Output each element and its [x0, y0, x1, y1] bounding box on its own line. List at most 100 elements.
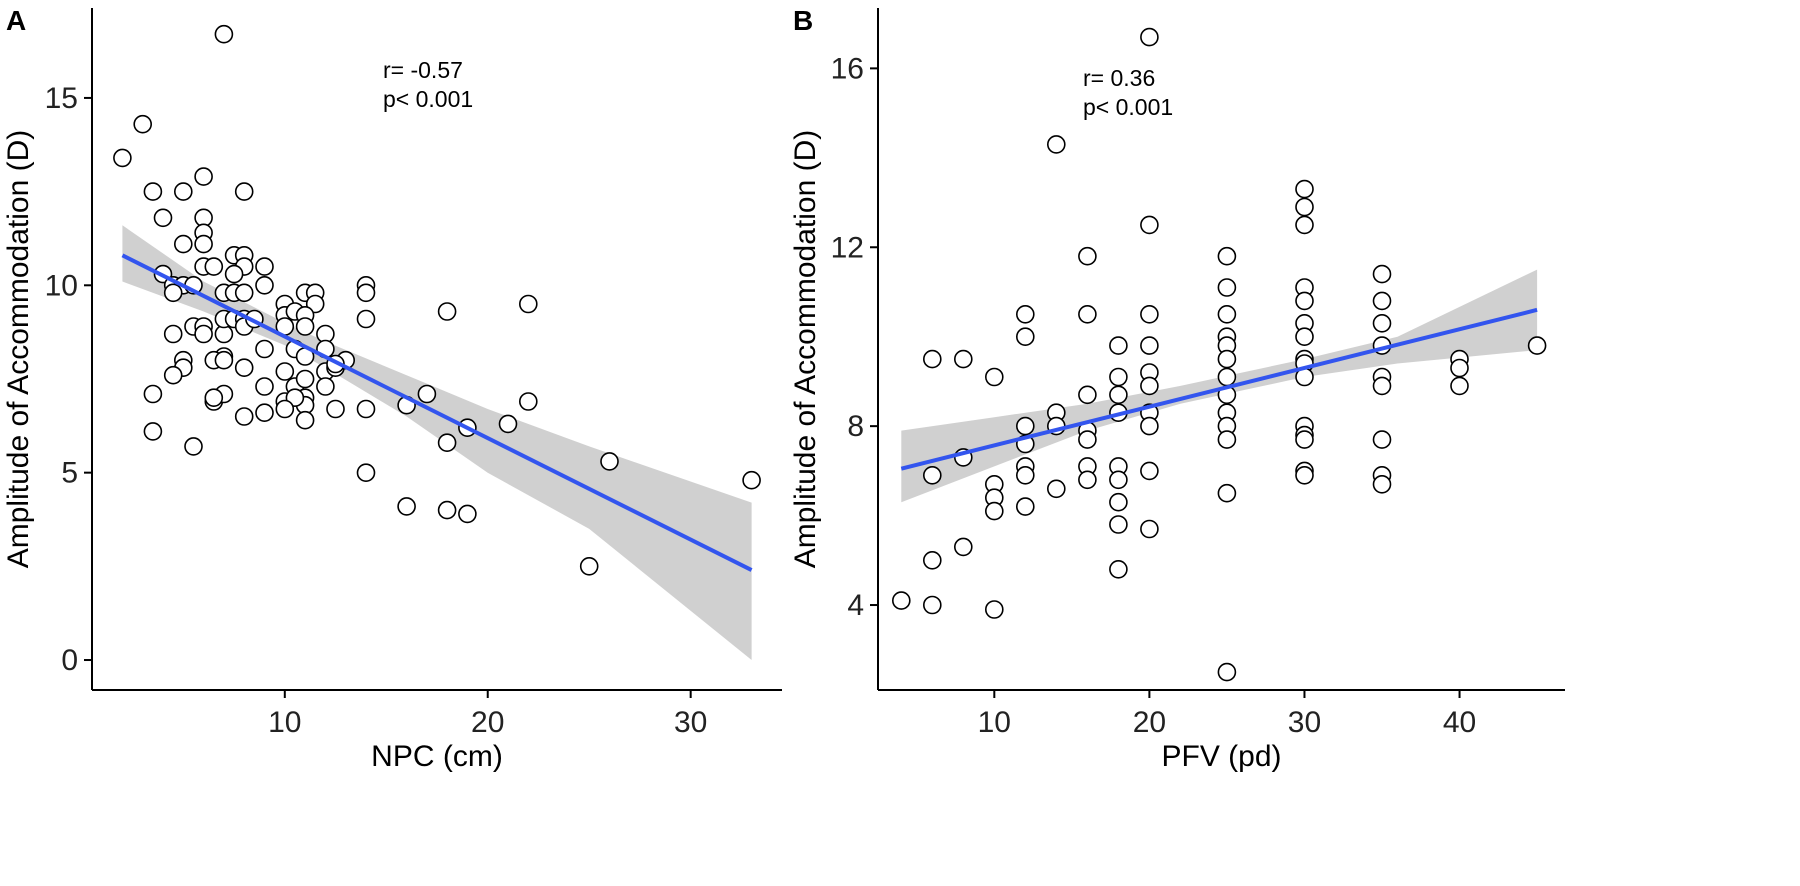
- data-point: [1217, 278, 1237, 297]
- y-tick-label: 8: [847, 410, 864, 443]
- data-point: [922, 349, 942, 369]
- data-point: [1109, 515, 1128, 534]
- data-point: [255, 377, 274, 396]
- data-point: [184, 437, 203, 456]
- x-tick-label: 40: [1443, 706, 1476, 739]
- data-point: [437, 500, 457, 520]
- data-point: [316, 377, 335, 396]
- data-point: [1078, 385, 1097, 405]
- data-point: [458, 504, 477, 524]
- data-point: [600, 452, 619, 471]
- data-point: [417, 384, 437, 404]
- x-axis-title: NPC (cm): [371, 740, 503, 773]
- x-tick-label: 20: [1133, 706, 1166, 739]
- data-point: [1295, 215, 1314, 235]
- data-point: [1016, 327, 1035, 347]
- correlation-p: p< 0.001: [1083, 94, 1173, 120]
- data-point: [234, 283, 254, 303]
- data-point: [984, 600, 1004, 619]
- data-point: [437, 433, 457, 453]
- data-point: [1217, 430, 1237, 449]
- y-tick-label: 12: [831, 231, 864, 264]
- data-point: [1372, 376, 1392, 396]
- data-point: [397, 497, 416, 516]
- data-point: [1217, 483, 1237, 503]
- data-point: [356, 309, 376, 329]
- data-point: [1295, 291, 1314, 311]
- data-point: [1217, 349, 1237, 369]
- data-point: [143, 182, 163, 201]
- correlation-p: p< 0.001: [383, 86, 473, 112]
- data-point: [922, 595, 942, 615]
- y-tick-label: 0: [61, 644, 78, 677]
- data-point: [1295, 465, 1314, 485]
- y-tick-label: 15: [45, 82, 78, 115]
- confidence-band: [901, 269, 1538, 503]
- data-point: [153, 208, 173, 228]
- data-point: [1016, 304, 1035, 324]
- data-point: [1372, 264, 1392, 284]
- data-point: [234, 407, 254, 426]
- data-point: [518, 294, 538, 314]
- data-point: [295, 410, 315, 430]
- regression-line: [900, 307, 1538, 471]
- x-tick-label: 10: [268, 706, 301, 739]
- data-point: [255, 339, 274, 359]
- data-point: [1140, 27, 1159, 47]
- data-point: [194, 234, 213, 254]
- data-point: [1140, 416, 1159, 436]
- data-point: [579, 556, 599, 576]
- data-point: [194, 324, 213, 344]
- y-axis-title: Amplitude of Accommodation (D): [2, 130, 35, 569]
- x-tick-label: 20: [471, 706, 504, 739]
- data-point: [143, 422, 163, 441]
- data-point: [1016, 416, 1035, 436]
- data-point: [163, 283, 183, 303]
- data-point: [234, 182, 254, 201]
- data-point: [204, 388, 224, 408]
- data-point: [356, 463, 376, 483]
- y-tick-label: 10: [45, 269, 78, 302]
- data-point: [143, 384, 163, 404]
- data-point: [1109, 367, 1128, 387]
- data-point: [984, 501, 1004, 521]
- data-point: [1016, 465, 1035, 485]
- y-tick-label: 5: [61, 457, 78, 490]
- panel-label: B: [793, 5, 813, 36]
- correlation-r: r= -0.57: [383, 57, 463, 83]
- data-point: [922, 465, 942, 485]
- data-point: [356, 283, 376, 303]
- y-tick-label: 16: [831, 52, 864, 85]
- data-point: [214, 24, 234, 44]
- data-point: [1078, 304, 1097, 324]
- data-point: [255, 403, 274, 423]
- data-point: [1527, 336, 1547, 355]
- x-axis-title: PFV (pd): [1161, 740, 1281, 773]
- data-point: [1372, 430, 1392, 449]
- data-point: [163, 324, 183, 344]
- data-point: [1217, 246, 1237, 266]
- y-tick-label: 4: [847, 589, 864, 622]
- data-point: [255, 257, 274, 276]
- data-point: [275, 399, 295, 419]
- data-point: [255, 275, 274, 295]
- data-point: [163, 365, 183, 385]
- data-point: [1109, 336, 1128, 355]
- x-tick-label: 10: [978, 706, 1011, 739]
- data-point: [437, 302, 457, 321]
- data-point: [1140, 519, 1159, 539]
- data-point: [295, 317, 315, 336]
- data-point: [1140, 376, 1159, 396]
- data-point: [1109, 470, 1128, 490]
- data-point: [1047, 479, 1066, 499]
- data-point: [984, 367, 1004, 387]
- data-point: [234, 358, 254, 378]
- data-point: [1295, 197, 1314, 217]
- data-point: [275, 362, 295, 381]
- data-point: [174, 234, 193, 254]
- data-point: [356, 399, 376, 419]
- data-point: [1372, 313, 1392, 333]
- data-point: [1372, 474, 1392, 494]
- data-point: [1109, 492, 1128, 512]
